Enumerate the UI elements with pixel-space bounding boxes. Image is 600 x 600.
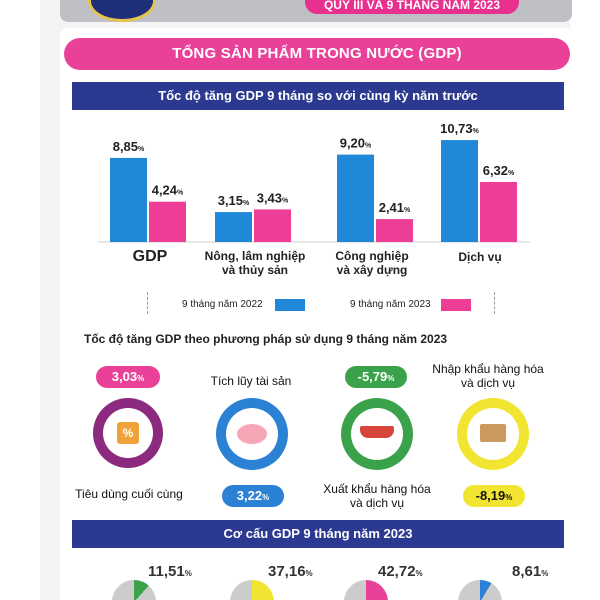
bar-2022-3 [337,154,374,242]
category-services-label: Dịch vụ [458,250,502,264]
structure-value-1-pct: % [184,569,192,578]
category-industry-label: Công nghiệp và xây dựng [322,249,422,277]
bar-2023-3 [376,219,413,242]
imports-value-pill: -8,19% [463,485,525,507]
main-title: TỔNG SẢN PHẨM TRONG NƯỚC (GDP) [64,38,570,70]
shopping-bag-icon: % [117,422,139,444]
structure-donut-agriculture [112,580,156,600]
period-pill: QUÝ III VÀ 9 THÁNG NĂM 2023 [305,0,519,14]
legend-2023-label: 9 tháng năm 2023 [350,299,431,310]
bar-value-label-2023-4: 6,32% [483,163,515,178]
legend-2022-label: 9 tháng năm 2022 [182,299,263,310]
legend-2023-swatch [441,299,471,311]
bar-value-label-2022-3: 9,20% [340,136,372,151]
bar-2022-2 [215,212,252,242]
imports-label-line2: và dịch vụ [460,376,516,390]
consumption-value: 3,03 [111,369,138,384]
container-crane-icon [480,424,506,442]
structure-value-4-pct: % [541,569,549,578]
structure-value-2-pct: % [305,569,313,578]
exports-label-line1: Xuất khẩu hàng hóa [323,482,431,496]
bar-2023-1 [149,201,186,242]
bar-2023-4 [480,181,517,242]
imports-label: Nhập khẩu hàng hóa và dịch vụ [428,362,548,390]
structure-value-3-number: 42,72 [378,563,416,580]
accumulation-label: Tích lũy tài sản [210,374,292,388]
bar-2022-4 [441,140,478,242]
structure-donut-services [344,580,388,600]
exports-label: Xuất khẩu hàng hóa và dịch vụ [322,482,432,510]
accumulation-pct: % [262,493,270,502]
category-industry-line2: và xây dựng [336,263,408,277]
right-margin [570,0,600,600]
structure-value-1: 11,51% [148,563,192,580]
piggy-bank-icon [237,424,267,444]
bar-value-label-2023-1: 4,24% [152,183,184,198]
expenditure-heading: Tốc độ tăng GDP theo phương pháp sử dụng… [84,332,448,346]
structure-donut-industry [230,580,274,600]
gdp-growth-bar-chart: 8,85% 3,15% 9,20% 10,73% 4,24% 3,43% 2,41% 6,32… [98,121,530,243]
cargo-ship-icon [360,426,394,438]
exports-pct: % [387,374,395,383]
structure-value-3: 42,72% [378,563,423,580]
structure-value-4-number: 8,61 [512,563,542,580]
accumulation-value: 3,22 [236,488,263,503]
bar-value-label-2022-1: 8,85% [113,139,145,154]
bar-value-label-2023-2: 3,43% [257,190,289,205]
structure-value-1-number: 11,51 [148,563,185,580]
imports-label-line1: Nhập khẩu hàng hóa [432,362,544,376]
consumption-value-pill: 3,03% [96,366,160,388]
imports-pct: % [505,493,513,502]
bar-2022-1 [110,157,147,242]
structure-value-2: 37,16% [268,563,313,580]
bar-value-label-2023-3: 2,41% [379,200,411,215]
exports-value-pill: -5,79% [345,366,407,388]
consumption-label: Tiêu dùng cuối cùng [75,487,183,501]
imports-value: -8,19 [475,488,506,503]
consumption-pct: % [137,374,145,383]
exports-label-line2: và dịch vụ [349,496,405,510]
structure-donut-taxes [458,580,502,600]
bar-value-label-2022-2: 3,15% [218,193,250,208]
legend-2022-swatch [275,299,305,311]
accumulation-value-pill: 3,22% [222,485,284,507]
structure-value-2-number: 37,16 [268,563,306,580]
bar-2023-2 [254,209,291,242]
left-margin [0,0,40,600]
legend-divider-left [147,292,148,314]
category-gdp-label: GDP [132,248,168,265]
growth-section-title: Tốc độ tăng GDP 9 tháng so với cùng kỳ n… [72,82,564,110]
structure-section-title: Cơ cấu GDP 9 tháng năm 2023 [72,520,564,548]
structure-value-4: 8,61% [512,563,548,580]
category-agriculture-label: Nông, lâm nghiệp và thủy sản [200,249,310,277]
category-industry-line1: Công nghiệp [335,249,409,263]
structure-value-3-pct: % [415,569,423,578]
category-agriculture-line2: và thủy sản [221,263,289,277]
category-agriculture-line1: Nông, lâm nghiệp [204,249,306,263]
legend-divider-right [494,292,495,314]
bar-value-label-2022-4: 10,73% [440,121,480,136]
exports-value: -5,79 [357,369,388,384]
